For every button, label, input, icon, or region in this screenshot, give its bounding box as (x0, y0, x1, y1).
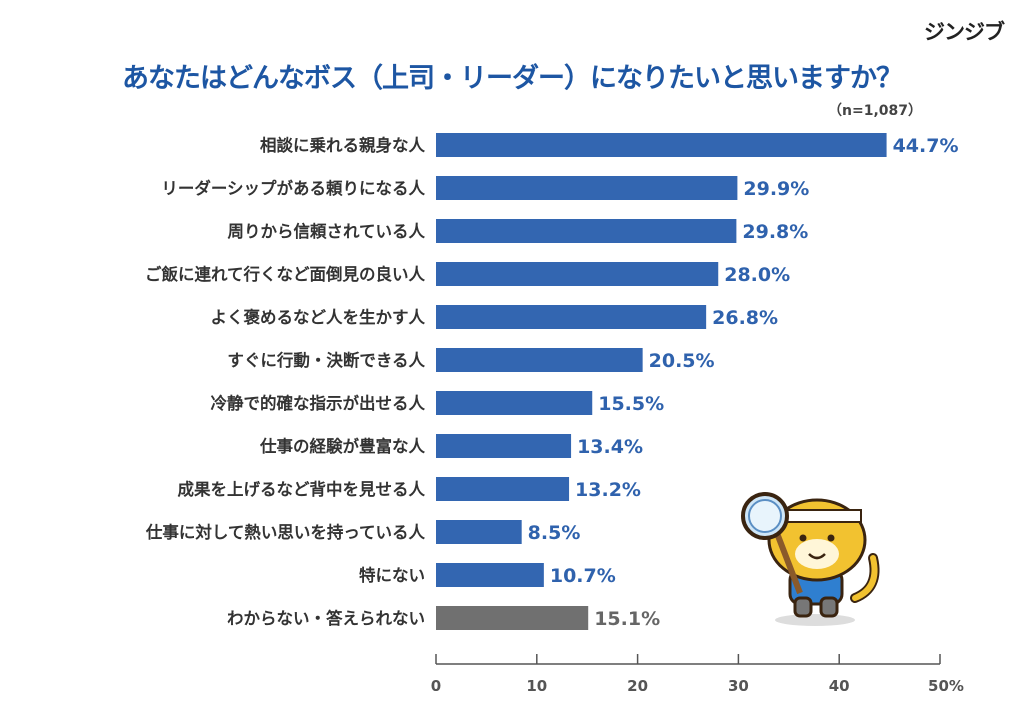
bar (436, 262, 719, 286)
bar-row: ご飯に連れて行くなど面倒見の良い人 28.0% (145, 262, 790, 286)
value-label: 29.9% (743, 178, 809, 200)
category-label: よく褒めるなど人を生かす人 (211, 307, 426, 327)
category-label: 冷静で的確な指示が出せる人 (211, 393, 426, 413)
bar-row: 冷静で的確な指示が出せる人 15.5% (211, 391, 664, 415)
bar (436, 477, 570, 501)
value-label: 29.8% (742, 221, 808, 243)
bar-row: 相談に乗れる親身な人 44.7% (260, 133, 958, 157)
x-tick-label: 50% (928, 677, 964, 695)
chart-title: あなたはどんなボス（上司・リーダー）になりたいと思いますか？ (122, 63, 903, 94)
x-tick-label: 10 (526, 677, 547, 695)
bar (436, 391, 593, 415)
value-label: 26.8% (712, 307, 778, 329)
sample-size: （n=1,087） (828, 103, 922, 119)
bar (436, 219, 737, 243)
bar (436, 305, 707, 329)
x-tick-label: 40 (829, 677, 850, 695)
value-label: 15.1% (594, 608, 660, 630)
bar (436, 606, 589, 630)
x-tick-label: 30 (728, 677, 749, 695)
bar-row: リーダーシップがある頼りになる人 29.9% (161, 176, 809, 200)
category-label: 成果を上げるなど背中を見せる人 (178, 479, 426, 499)
bar (436, 348, 643, 372)
value-label: 15.5% (598, 393, 664, 415)
value-label: 10.7% (550, 565, 616, 587)
category-label: 仕事の経験が豊富な人 (259, 436, 426, 456)
value-label: 8.5% (528, 522, 581, 544)
value-label: 28.0% (724, 264, 790, 286)
value-label: 13.2% (575, 479, 641, 501)
category-label: 特にない (359, 565, 425, 585)
category-label: リーダーシップがある頼りになる人 (161, 178, 425, 198)
category-label: わからない・答えられない (227, 608, 425, 628)
bar (436, 133, 887, 157)
brand-logo: ジンジブ (924, 20, 1005, 44)
category-label: 周りから信頼されている人 (227, 221, 425, 241)
category-label: 仕事に対して熱い思いを持っている人 (145, 522, 426, 542)
category-label: 相談に乗れる親身な人 (260, 135, 426, 155)
bar-row: わからない・答えられない 15.1% (227, 606, 660, 630)
value-label: 44.7% (893, 135, 959, 157)
bar (436, 434, 572, 458)
value-label: 20.5% (649, 350, 715, 372)
tiger-mascot-illustration (741, 492, 880, 626)
category-label: ご飯に連れて行くなど面倒見の良い人 (145, 264, 426, 284)
bar (436, 563, 544, 587)
x-tick-label: 0 (431, 677, 441, 695)
bar-row: よく褒めるなど人を生かす人 26.8% (211, 305, 778, 329)
bar-row: 仕事の経験が豊富な人 13.4% (259, 434, 643, 458)
bar (436, 176, 738, 200)
bar-row: 周りから信頼されている人 29.8% (227, 219, 808, 243)
bar-row: 成果を上げるなど背中を見せる人 13.2% (178, 477, 641, 501)
x-tick-label: 20 (627, 677, 648, 695)
value-label: 13.4% (577, 436, 643, 458)
category-label: すぐに行動・決断できる人 (227, 350, 425, 370)
bar-row: すぐに行動・決断できる人 20.5% (227, 348, 715, 372)
bar-row: 特にない 10.7% (359, 563, 616, 587)
bar (436, 520, 522, 544)
bar-row: 仕事に対して熱い思いを持っている人 8.5% (145, 520, 581, 544)
